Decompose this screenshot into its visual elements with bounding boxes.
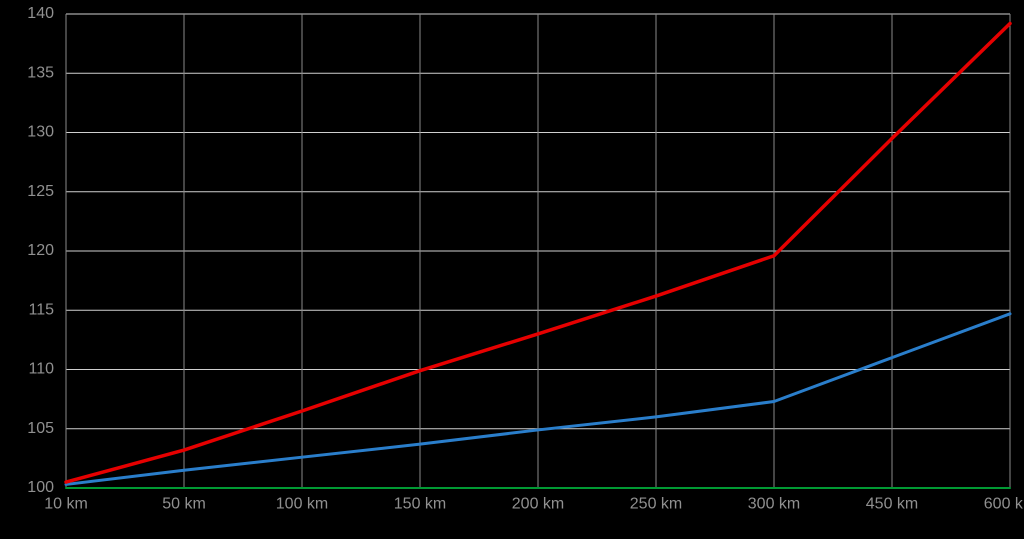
y-axis-tick-label: 105: [27, 420, 54, 437]
x-axis-tick-label: 300 km: [748, 495, 800, 512]
x-axis-tick-label: 200 km: [512, 495, 564, 512]
y-axis-tick-label: 115: [28, 301, 54, 318]
y-axis-tick-label: 135: [27, 64, 54, 81]
x-axis-tick-label: 600 km: [984, 495, 1024, 512]
y-axis-tick-label: 130: [27, 124, 54, 141]
y-axis-tick-label: 110: [28, 361, 54, 378]
y-axis-tick-label: 100: [27, 479, 54, 496]
y-axis-tick-label: 120: [27, 242, 54, 259]
x-axis-tick-label: 100 km: [276, 495, 328, 512]
x-axis-tick-label: 150 km: [394, 495, 446, 512]
y-axis-tick-label: 125: [27, 183, 54, 200]
x-axis-tick-label: 10 km: [44, 495, 88, 512]
x-axis-tick-label: 250 km: [630, 495, 682, 512]
y-axis-tick-label: 140: [27, 5, 54, 22]
x-axis-tick-label: 50 km: [162, 495, 206, 512]
x-axis-tick-label: 450 km: [866, 495, 918, 512]
line-chart: 100 105 110 115 120 125 130 135 140 10 km 50 km 100…: [0, 0, 1024, 539]
